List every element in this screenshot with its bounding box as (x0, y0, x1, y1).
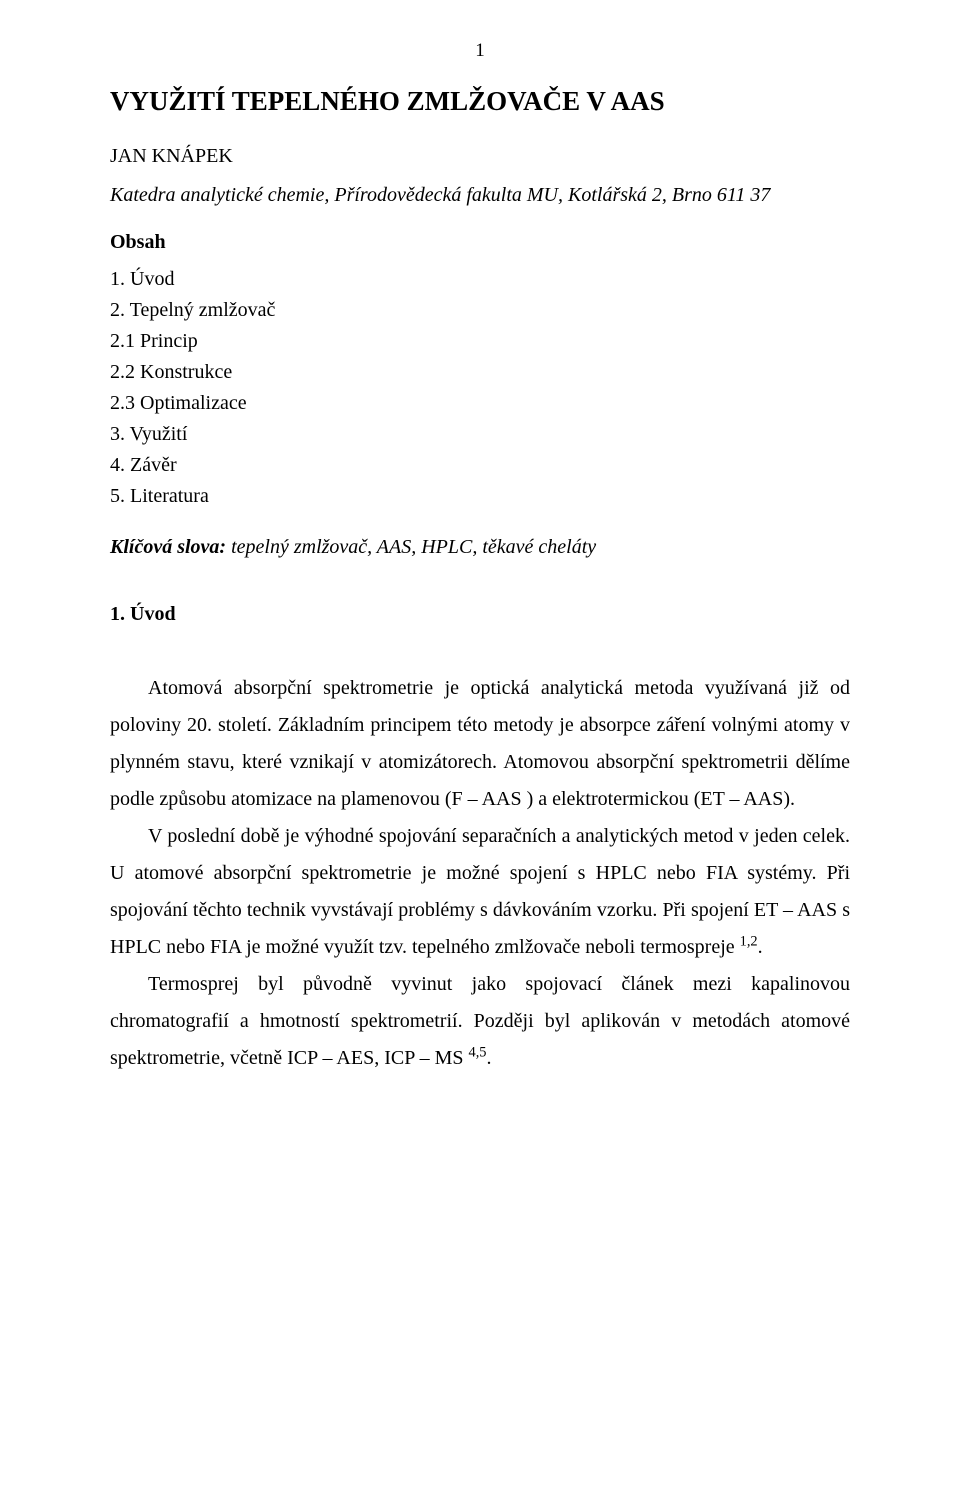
author-affiliation: Katedra analytické chemie, Přírodovědeck… (110, 184, 850, 207)
toc-item: 2.2 Konstrukce (110, 357, 850, 388)
paragraph: Atomová absorpční spektrometrie je optic… (110, 670, 850, 818)
citation-superscript: 1,2 (740, 933, 758, 949)
keywords-values: tepelný zmlžovač, AAS, HPLC, těkavé chel… (226, 536, 596, 558)
table-of-contents: 1. Úvod 2. Tepelný zmlžovač 2.1 Princip … (110, 264, 850, 512)
paragraph-text: Atomová absorpční spektrometrie je optic… (110, 677, 850, 810)
document-title: VYUŽITÍ TEPELNÉHO ZMLŽOVAČE V AAS (110, 86, 850, 117)
toc-heading: Obsah (110, 231, 850, 254)
document-page: 1 VYUŽITÍ TEPELNÉHO ZMLŽOVAČE V AAS JAN … (0, 0, 960, 1492)
citation-superscript: 4,5 (469, 1044, 487, 1060)
section-heading-uvod: 1. Úvod (110, 603, 850, 626)
toc-item: 1. Úvod (110, 264, 850, 295)
toc-item: 3. Využití (110, 419, 850, 450)
author-name: JAN KNÁPEK (110, 145, 850, 168)
toc-item: 5. Literatura (110, 481, 850, 512)
toc-item: 2. Tepelný zmlžovač (110, 295, 850, 326)
paragraph: V poslední době je výhodné spojování sep… (110, 818, 850, 966)
toc-item: 2.3 Optimalizace (110, 388, 850, 419)
toc-item: 2.1 Princip (110, 326, 850, 357)
page-number: 1 (110, 40, 850, 62)
paragraph-text: . (758, 936, 763, 958)
keywords-label: Klíčová slova: (110, 536, 226, 558)
toc-item: 4. Závěr (110, 450, 850, 481)
paragraph: Termosprej byl původně vyvinut jako spoj… (110, 966, 850, 1077)
paragraph-text: . (487, 1047, 492, 1069)
keywords-line: Klíčová slova: tepelný zmlžovač, AAS, HP… (110, 536, 850, 559)
